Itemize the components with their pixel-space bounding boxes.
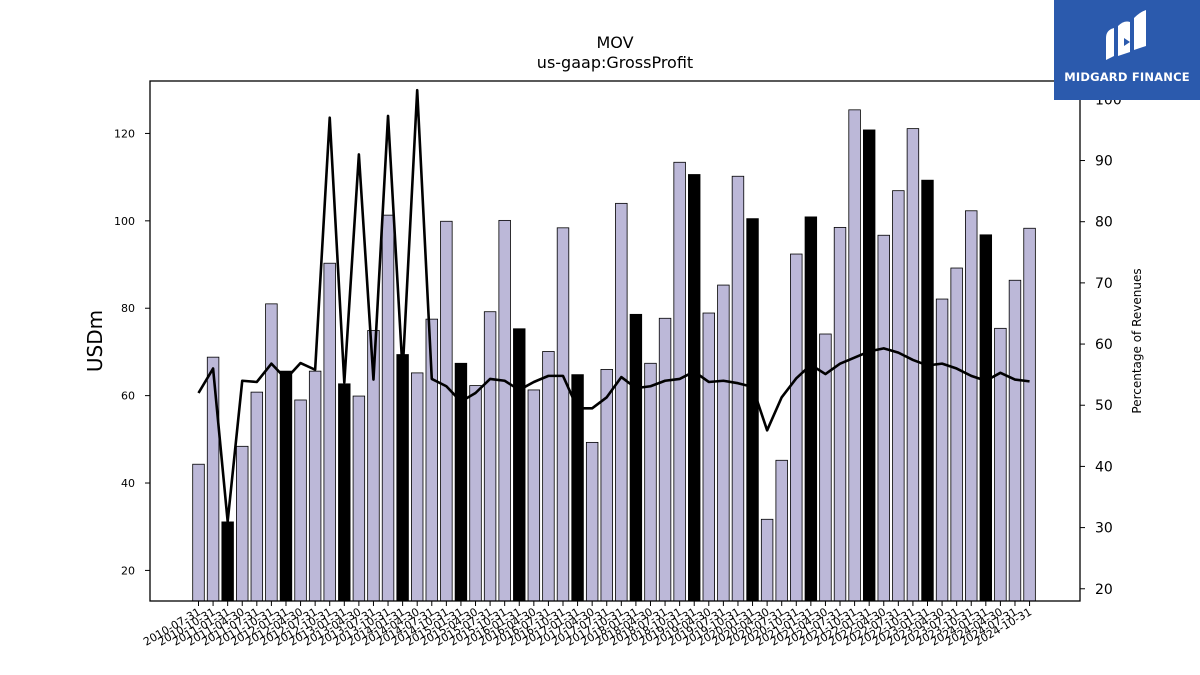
bar-2023-07-31	[950, 267, 963, 602]
y-tick-label: 120	[114, 127, 135, 140]
y2-axis-label: Percentage of Revenues	[1130, 268, 1144, 413]
bar-2016-01-31	[513, 328, 526, 602]
y2-tick-label: 80	[1095, 215, 1113, 231]
bar-2017-07-31	[600, 368, 613, 602]
y2-tick-label: 60	[1095, 337, 1113, 353]
bar-2022-10-31	[906, 128, 920, 602]
plot-frame	[149, 80, 1081, 602]
bar-2016-07-31	[542, 351, 555, 602]
bar-2011-07-31	[250, 391, 264, 602]
bar-2023-10-31	[965, 210, 978, 602]
y-tick-label: 60	[121, 390, 135, 403]
bar-2018-07-31	[658, 317, 672, 602]
bar-2020-10-31	[790, 253, 803, 602]
bar-2024-07-31	[1008, 279, 1022, 602]
bar-2021-01-31	[804, 216, 818, 602]
chart-title: MOV	[596, 33, 633, 52]
y2-tick-label: 50	[1095, 398, 1113, 414]
bar-2020-01-31	[746, 218, 759, 602]
brand-logo: MIDGARD FINANCE	[1054, 0, 1200, 100]
bar-2012-07-31	[308, 370, 322, 602]
bar-2011-04-30	[236, 445, 249, 602]
bar-2023-01-31	[921, 179, 934, 602]
bar-2019-04-30	[702, 312, 716, 602]
bar-2022-07-31	[892, 190, 905, 602]
y2-tick-label: 40	[1095, 459, 1113, 475]
bar-2012-10-31	[323, 262, 336, 602]
y2-tick-label: 20	[1095, 582, 1113, 598]
bar-2016-04-30	[527, 389, 541, 602]
y2-tick-label: 30	[1095, 521, 1113, 537]
bar-2019-01-31	[688, 174, 701, 602]
bar-2014-10-31	[440, 220, 453, 602]
bar-2016-10-31	[556, 227, 570, 602]
logo-text: MIDGARD FINANCE	[1064, 70, 1190, 84]
bar-2013-10-31	[381, 214, 395, 602]
y-tick-label: 80	[121, 302, 135, 315]
bar-2011-10-31	[265, 303, 278, 602]
bar-2019-07-31	[717, 284, 730, 602]
bar-series	[192, 109, 1036, 602]
bar-2017-04-30	[585, 441, 599, 602]
bar-2015-10-31	[498, 219, 511, 602]
chart-subtitle: us-gaap:GrossProfit	[537, 53, 693, 72]
logo-mark-icon	[1106, 10, 1146, 60]
bar-2012-04-30	[294, 399, 307, 602]
bar-2018-04-30	[644, 362, 657, 602]
bar-2010-07-31	[192, 463, 205, 602]
bar-2014-04-30	[410, 372, 424, 602]
bar-2018-10-31	[673, 161, 686, 602]
line-series	[197, 88, 1030, 523]
bar-2011-01-31	[221, 521, 234, 602]
bar-2024-10-31	[1023, 227, 1036, 602]
bar-2023-04-30	[935, 298, 949, 602]
bar-2013-04-30	[352, 395, 366, 602]
y-tick-label: 100	[114, 215, 135, 228]
bar-2020-07-31	[775, 459, 788, 602]
bar-2024-01-31	[979, 234, 993, 602]
y2-tick-label: 90	[1095, 154, 1113, 170]
bar-2014-01-31	[396, 354, 409, 602]
bar-2013-01-31	[338, 383, 351, 602]
bar-2020-04-30	[760, 518, 774, 602]
x-axis: 2010-07-312010-10-312011-01-312011-04-30…	[141, 601, 1034, 649]
bar-2019-10-31	[731, 175, 745, 602]
y-axis-left: 20 40 60 80 100 120	[114, 127, 150, 577]
y-tick-label: 40	[121, 477, 135, 490]
bar-2015-04-30	[469, 385, 482, 602]
bar-2024-04-30	[994, 327, 1007, 602]
percentage-line	[197, 88, 1030, 523]
bar-2012-01-31	[279, 370, 293, 602]
bar-2021-07-31	[833, 226, 847, 602]
bar-2015-07-31	[483, 311, 497, 602]
y2-tick-label: 70	[1095, 276, 1113, 292]
bar-2022-01-31	[862, 129, 876, 602]
y-axis-label: USDm	[83, 310, 107, 372]
bar-2018-01-31	[629, 313, 643, 602]
bar-2022-04-30	[877, 234, 890, 602]
y-tick-label: 20	[121, 564, 135, 577]
bar-2017-10-31	[615, 202, 628, 602]
bar-2010-10-31	[206, 356, 220, 602]
